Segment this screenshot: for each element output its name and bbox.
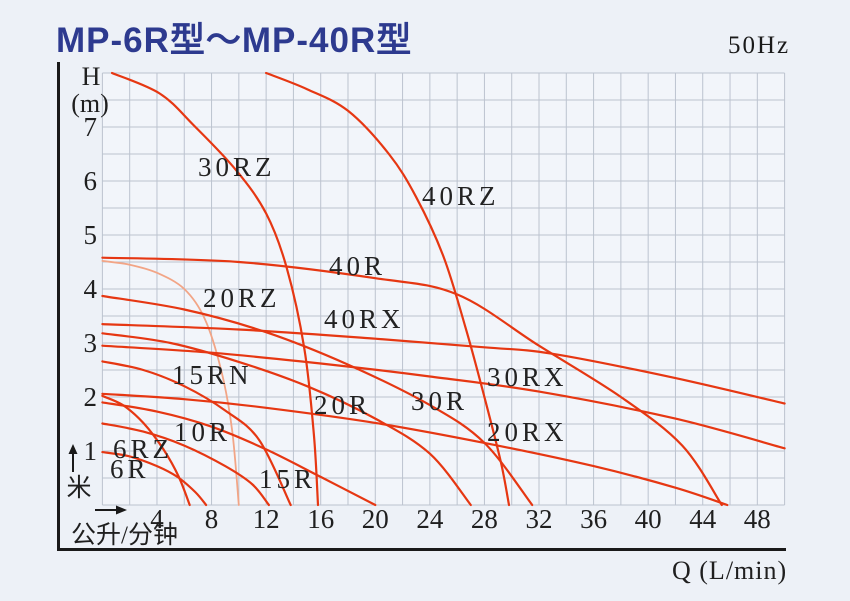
x-tick-label: 44 [689, 504, 717, 534]
y-tick-label: 7 [84, 112, 98, 142]
curve-20RZ [101, 260, 240, 506]
curve-label-20RX: 20RX [487, 417, 568, 447]
curve-label-15RN: 15RN [172, 360, 253, 390]
curve-6R [101, 451, 208, 507]
curve-10R [101, 422, 270, 507]
x-tick-label: 20 [362, 504, 389, 534]
x-tick-label: 16 [307, 504, 334, 534]
curve-20R [101, 332, 472, 507]
x-tick-label: 4 [150, 504, 164, 534]
curve-label-30RZ: 30RZ [198, 152, 276, 182]
curve-label-40RZ: 40RZ [422, 181, 500, 211]
x-tick-label: 28 [471, 504, 498, 534]
y-tick-label: 5 [84, 220, 98, 250]
y-tick-label: 2 [84, 382, 98, 412]
x-axis-arrowhead-icon [116, 505, 127, 515]
curve-label-20RZ: 20RZ [203, 283, 281, 313]
y-axis-unit-label: 米 [66, 474, 91, 502]
page-title: MP-6R型～MP-40R型 [56, 21, 413, 60]
curve-40RZ [265, 71, 511, 507]
y-axis-arrowhead-icon [68, 444, 78, 454]
curve-label-6RZ: 6RZ [113, 434, 173, 464]
x-tick-label: 32 [526, 504, 553, 534]
curve-label-30RX: 30RX [487, 362, 568, 392]
curve-label-20R: 20R [314, 390, 371, 420]
x-tick-label: 24 [416, 504, 444, 534]
curve-40RX [101, 323, 786, 405]
x-tick-label: 40 [635, 504, 662, 534]
y-axis-title-h: H [82, 62, 101, 91]
curve-30RZ [110, 71, 320, 507]
y-tick-label: 6 [84, 166, 98, 196]
curve-20RX [101, 392, 729, 507]
curve-label-6R: 6R [110, 454, 150, 484]
x-axis-title: Q (L/min) [672, 556, 787, 585]
curve-label-40R: 40R [329, 251, 386, 281]
curve-label-10R: 10R [174, 417, 231, 447]
curve-label-40RX: 40RX [324, 304, 405, 334]
y-tick-label: 3 [84, 328, 98, 358]
y-tick-label: 1 [84, 436, 98, 466]
curve-label-15R: 15R [259, 464, 316, 494]
x-axis-unit-label: 公升/分钟 [71, 521, 178, 549]
y-axis-title-unit: (m) [71, 89, 109, 118]
curve-40R [101, 256, 723, 507]
x-tick-label: 12 [253, 504, 280, 534]
y-tick-label: 4 [84, 274, 98, 304]
x-tick-label: 48 [744, 504, 771, 534]
curve-label-30R: 30R [411, 386, 468, 416]
curve-15R [101, 401, 377, 507]
x-tick-label: 36 [580, 504, 607, 534]
x-tick-label: 8 [205, 504, 219, 534]
frequency-label: 50Hz [728, 32, 791, 59]
